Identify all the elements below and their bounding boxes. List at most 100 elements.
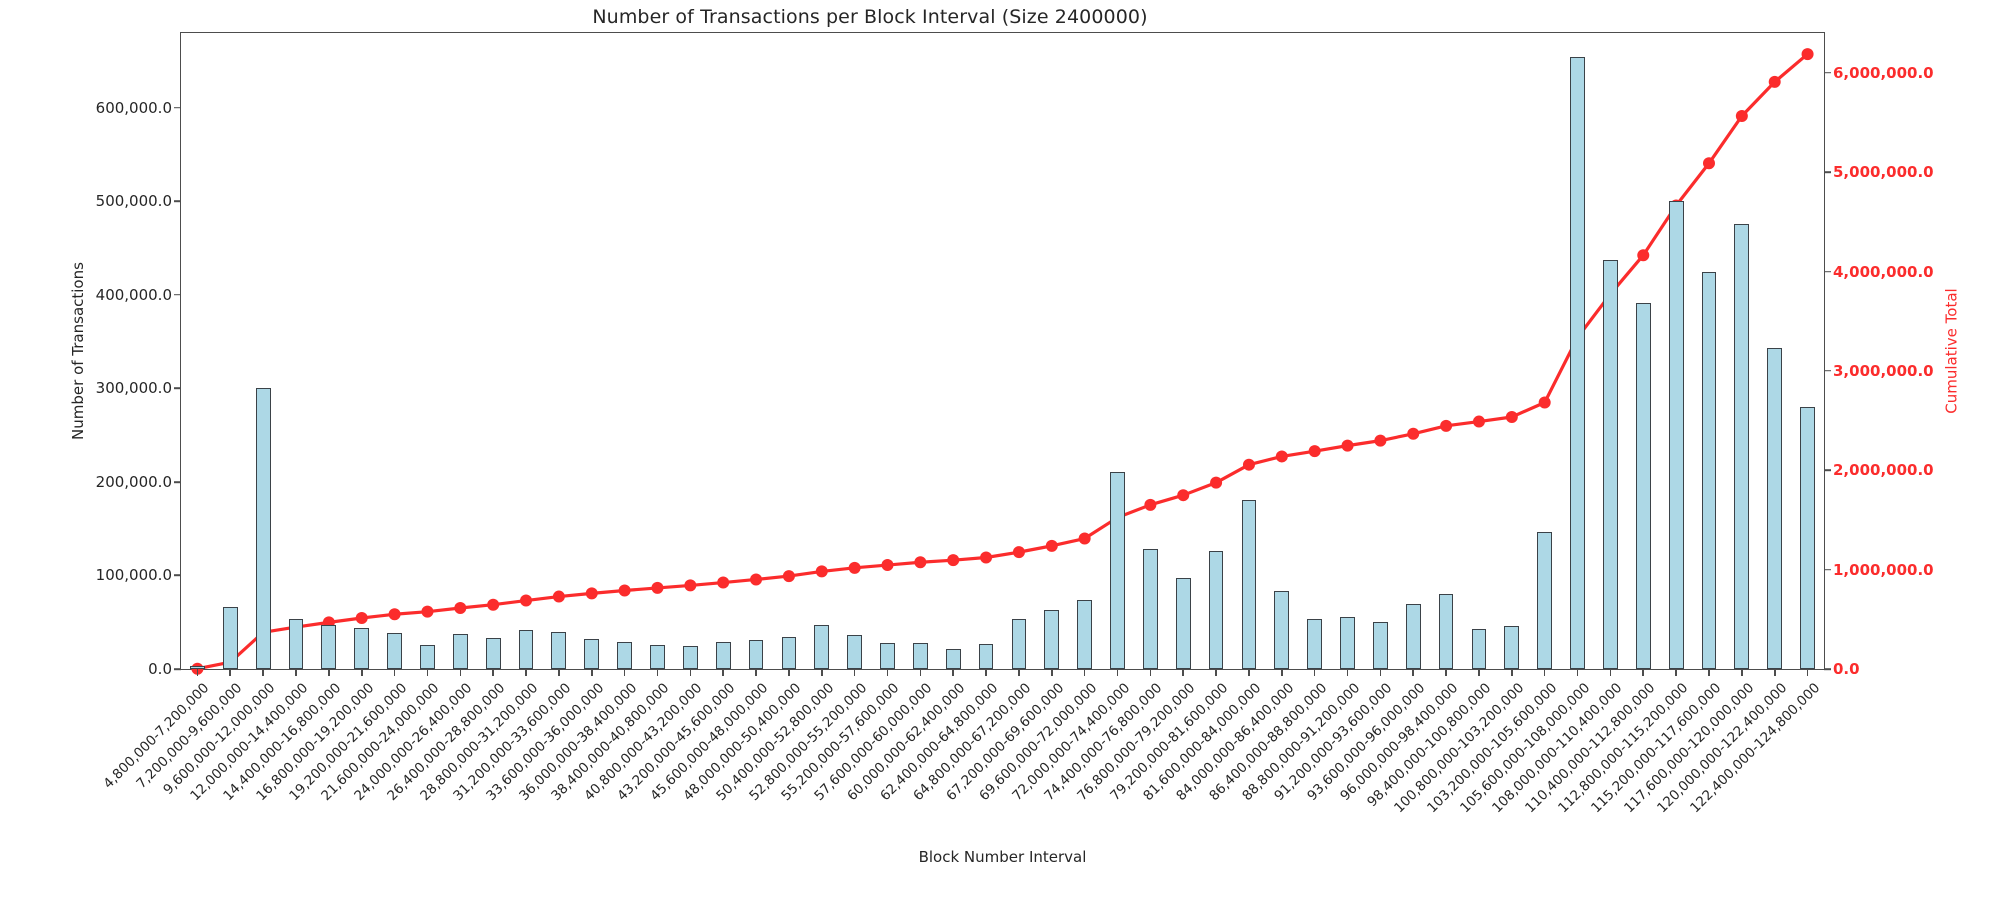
cumulative-marker [487, 598, 500, 611]
bar [288, 619, 304, 669]
bar [1537, 532, 1553, 669]
cumulative-marker [618, 584, 631, 597]
cumulative-marker [1275, 450, 1288, 463]
x-axis-tick-mark [1642, 669, 1645, 676]
x-axis-tick-mark [1083, 669, 1086, 676]
cumulative-line [195, 52, 1810, 671]
x-axis-tick-mark [1116, 669, 1119, 676]
bar [584, 639, 600, 669]
x-axis-tick-mark [1806, 669, 1809, 676]
x-axis-tick-mark [229, 669, 232, 676]
cumulative-marker [1144, 498, 1157, 511]
bar [1011, 618, 1027, 669]
y-axis-left-tick-mark [174, 294, 181, 296]
y-axis-right-tick-mark [1824, 568, 1831, 571]
bar [1603, 260, 1618, 669]
bar [715, 641, 731, 669]
x-axis-tick-mark [196, 669, 199, 676]
y-axis-right-tick-mark [1824, 370, 1831, 372]
bar [1504, 625, 1520, 669]
bar [1142, 549, 1158, 669]
x-axis-tick-mark [426, 669, 429, 676]
x-axis-tick-mark [328, 669, 330, 676]
x-axis-label: Block Number Interval [918, 848, 1087, 866]
cumulative-marker [980, 551, 993, 564]
y-axis-right-tick-mark [1824, 668, 1831, 670]
cumulative-marker [782, 570, 795, 583]
cumulative-marker [815, 565, 828, 578]
y-axis-right-tick-mark [1824, 270, 1831, 273]
cumulative-marker [1012, 546, 1025, 559]
x-axis-tick-mark [919, 669, 922, 676]
x-axis-tick-mark [1576, 669, 1579, 676]
y-axis-left-label: Number of Transactions [68, 32, 88, 670]
bar [485, 638, 501, 669]
bar [1635, 303, 1651, 669]
cumulative-marker [1407, 427, 1420, 440]
bar [387, 633, 402, 669]
bar [1405, 604, 1421, 669]
bar [255, 388, 271, 669]
bar [682, 645, 698, 669]
bar [190, 666, 205, 669]
y-axis-left-tick-mark [174, 574, 181, 577]
bar [1340, 616, 1355, 669]
x-axis-tick-mark [1445, 669, 1447, 676]
chart-title: Number of Transactions per Block Interva… [592, 6, 1148, 28]
x-axis-tick-mark [1543, 669, 1546, 676]
y-axis-right-tick-label: 5,000,000.0 [1833, 163, 1934, 182]
cumulative-marker [684, 579, 697, 592]
bar [551, 631, 567, 669]
bar [420, 644, 435, 669]
cumulative-marker [388, 608, 401, 621]
bar [912, 642, 928, 669]
bar [1044, 610, 1060, 669]
y-axis-left-tick-mark [174, 481, 181, 483]
bar [518, 629, 534, 669]
bar [1800, 407, 1815, 669]
y-axis-right-tick-label: 4,000,000.0 [1833, 262, 1934, 281]
y-axis-left-tick-mark [174, 107, 181, 109]
cumulative-marker [421, 605, 434, 618]
x-axis-tick-mark [1182, 669, 1185, 676]
bar [1767, 348, 1783, 669]
plot-area: 0.0 100,000.0 200,000.0 300,000.0 400,000.0 5… [96, 32, 1934, 816]
x-axis-tick-mark [1313, 669, 1316, 676]
plot-inner [181, 33, 1824, 675]
bar [1734, 223, 1750, 669]
cumulative-marker [1308, 445, 1321, 458]
x-axis-tick-mark [525, 669, 527, 676]
y-axis-left-tick-mark [174, 668, 181, 670]
bar [1701, 271, 1717, 669]
x-axis-tick-mark [1773, 669, 1776, 676]
y-axis-right-tick-label: 2,000,000.0 [1833, 461, 1934, 480]
x-axis-tick-mark [853, 669, 856, 676]
x-axis-tick-mark [755, 669, 757, 676]
x-axis-tick-mark [1609, 669, 1612, 676]
x-axis-tick-mark [1018, 669, 1020, 676]
cumulative-marker [1341, 439, 1354, 452]
x-axis-tick-mark [1412, 669, 1415, 676]
x-axis-tick-mark [788, 669, 790, 676]
bar [1208, 551, 1224, 669]
bar [880, 642, 895, 669]
cumulative-line-series [191, 48, 1814, 675]
y-axis-left-tick-label: 0.0 [148, 660, 172, 678]
y-axis-left-tick-label: 500,000.0 [95, 192, 172, 211]
cumulative-marker [520, 594, 533, 607]
cumulative-marker [1177, 489, 1190, 502]
cumulative-marker [1538, 396, 1551, 409]
cumulative-marker [1210, 476, 1223, 489]
x-axis-tick-mark [1248, 669, 1250, 676]
y-axis-left-tick-mark [174, 387, 181, 390]
bar [452, 634, 468, 669]
x-axis-tick-mark [656, 669, 659, 676]
bar [650, 644, 665, 669]
bar [781, 637, 797, 669]
cumulative-marker [1735, 109, 1748, 122]
x-axis-tick-mark [886, 669, 889, 676]
y-axis-left-tick-label: 100,000.0 [95, 566, 172, 585]
cumulative-marker [947, 554, 960, 567]
cumulative-marker [1505, 410, 1518, 423]
